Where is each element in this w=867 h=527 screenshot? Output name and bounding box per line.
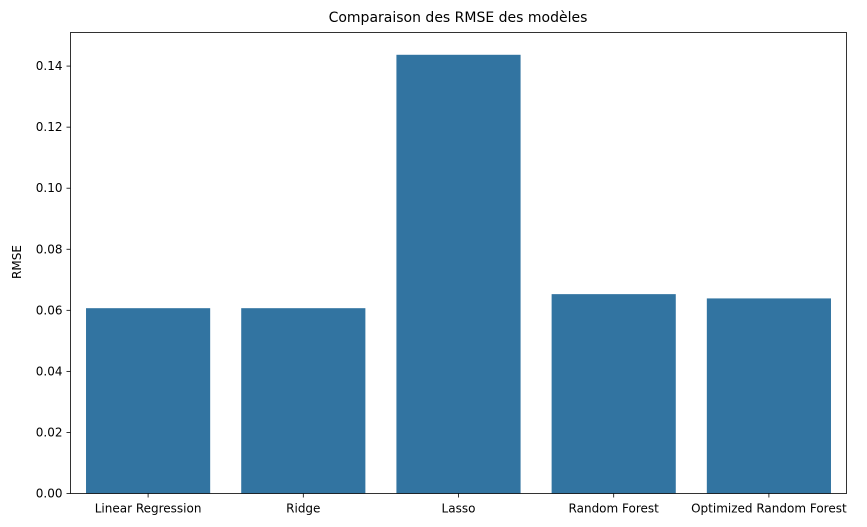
x-tick-label: Optimized Random Forest (691, 502, 847, 516)
x-tick-label: Ridge (286, 502, 320, 516)
y-tick-label: 0.08 (36, 242, 63, 256)
x-tick-label: Linear Regression (95, 502, 202, 516)
y-tick-label: 0.04 (36, 364, 63, 378)
y-tick-label: 0.14 (36, 59, 63, 73)
bar-optimized-random-forest (706, 298, 831, 494)
y-tick-label: 0.06 (36, 303, 63, 317)
bar-ridge (241, 308, 366, 494)
bars-group (86, 54, 831, 494)
bar-linear-regression (86, 308, 211, 494)
y-axis: 0.00 0.02 0.04 0.06 0.08 0.10 0.12 0.14 (36, 59, 71, 501)
y-tick-label: 0.10 (36, 181, 63, 195)
chart-title: Comparaison des RMSE des modèles (329, 10, 588, 26)
x-tick-label: Lasso (442, 502, 476, 516)
plot-frame (70, 32, 847, 494)
x-tick-label: Random Forest (569, 502, 660, 516)
bar-random-forest (551, 294, 676, 494)
y-axis-label: RMSE (10, 245, 24, 279)
x-axis: Linear Regression Ridge Lasso Random Forest… (95, 493, 847, 516)
bar-lasso (396, 54, 521, 494)
y-tick-label: 0.02 (36, 425, 63, 439)
y-tick-label: 0.12 (36, 120, 63, 134)
y-tick-label: 0.00 (36, 487, 63, 501)
